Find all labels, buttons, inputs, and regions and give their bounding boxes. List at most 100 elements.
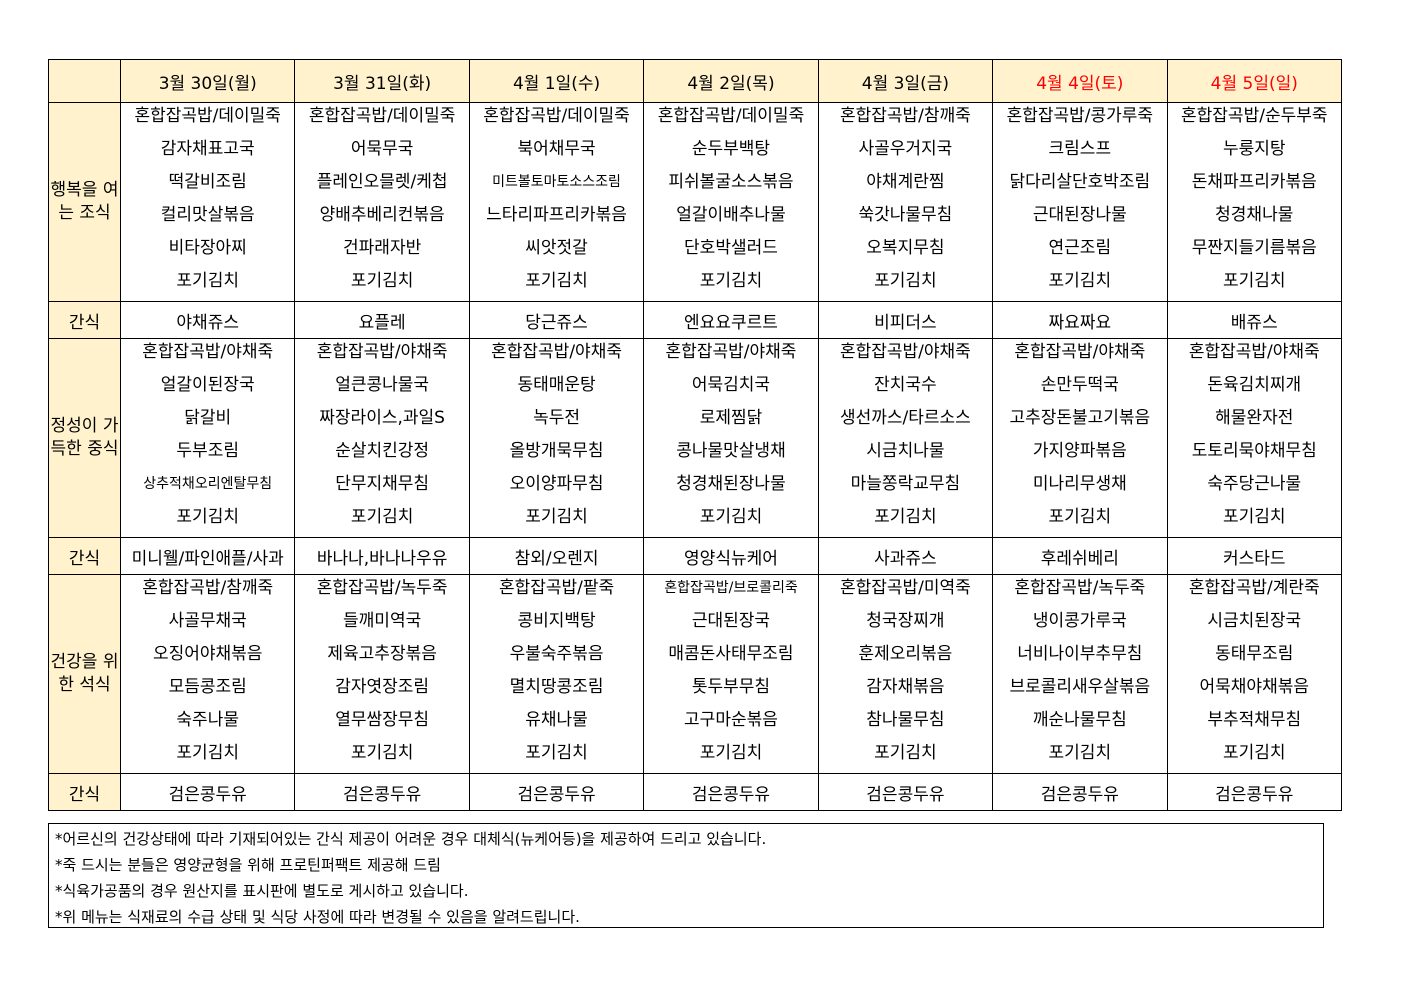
date-header-row: 3월 30일(월) 3월 31일(화) 4월 1일(수) 4월 2일(목) 4월 3일(… — [48, 59, 1343, 103]
menu-cell: 혼합잡곡밥/데이밀죽 북어채무국 미트볼토마토소스조림 느타리파프리카볶음 씨앗젓갈 포기… — [468, 102, 645, 302]
snack-cell: 검은콩두유 — [992, 773, 1168, 811]
menu-cell: 혼합잡곡밥/참깨죽 사골무채국 오징어야채볶음 모듬콩조림 숙주나물 포기김치 — [119, 574, 296, 774]
menu-item: 동태매운탕 — [517, 375, 596, 395]
menu-item: 매콤돈사태무조림 — [668, 644, 794, 664]
snack-row: 간식 야채쥬스 요플레 당근쥬스 엔요요쿠르트 비피더스 짜요짜요 배쥬스 — [48, 301, 1343, 339]
menu-item: 건파래자반 — [343, 238, 422, 258]
menu-item: 닭다리살단호박조림 — [1009, 172, 1151, 192]
menu-item: 포기김치 — [1222, 507, 1286, 527]
menu-item: 도토리묵야채무침 — [1191, 441, 1317, 461]
snack-cell: 요플레 — [294, 301, 470, 339]
snack-cell: 엔요요쿠르트 — [643, 301, 819, 339]
menu-cell: 혼합잡곡밥/야채죽 돈육김치찌개 해물완자전 도토리묵야채무침 숙주당근나물 포기김치 — [1166, 338, 1343, 538]
date-header: 3월 31일(화) — [294, 59, 470, 103]
menu-item: 혼합잡곡밥/야채죽 — [1014, 342, 1146, 362]
menu-item: 순살치킨강정 — [335, 441, 430, 461]
menu-item: 제육고추장볶음 — [327, 644, 437, 664]
snack-cell: 검은콩두유 — [294, 773, 470, 811]
snack-cell: 바나나,바나나우유 — [294, 537, 470, 575]
menu-item: 혼합잡곡밥/야채죽 — [665, 342, 797, 362]
meal-label: 행복을 여는 조식 — [48, 102, 121, 302]
date-header: 4월 1일(수) — [468, 59, 645, 103]
meal-row: 정성이 가득한 중식 혼합잡곡밥/야채죽 얼갈이된장국 닭갈비 두부조림 상추적채오리엔탈… — [48, 338, 1343, 538]
menu-item: 멸치땅콩조림 — [509, 677, 604, 697]
menu-item: 혼합잡곡밥/데이밀죽 — [483, 106, 630, 126]
menu-item: 단호박샐러드 — [684, 238, 778, 258]
menu-item: 혼합잡곡밥/참깨죽 — [839, 106, 971, 126]
menu-cell: 혼합잡곡밥/야채죽 손만두떡국 고추장돈불고기볶음 가지양파볶음 미나리무생채 포기김치 — [992, 338, 1168, 538]
menu-cell: 혼합잡곡밥/참깨죽 사골우거지국 야채계란찜 쑥갓나물무침 오복지무침 포기김치 — [817, 102, 994, 302]
menu-item: 훈제오리볶음 — [858, 644, 953, 664]
menu-item: 씨앗젓갈 — [525, 238, 588, 258]
menu-item: 로제찜닭 — [699, 408, 763, 428]
menu-item: 혼합잡곡밥/데이밀죽 — [308, 106, 456, 126]
menu-item: 단무지채무침 — [335, 474, 430, 494]
menu-item: 너비나이부추무침 — [1017, 644, 1143, 664]
menu-item: 고추장돈불고기볶음 — [1009, 408, 1151, 428]
menu-item: 잔치국수 — [874, 375, 937, 395]
corner-cell — [48, 59, 121, 103]
menu-cell: 혼합잡곡밥/야채죽 잔치국수 생선까스/타르소스 시금치나물 마늘쫑락교무침 포기김치 — [817, 338, 994, 538]
snack-cell: 짜요짜요 — [992, 301, 1168, 339]
menu-cell: 혼합잡곡밥/녹두죽 냉이콩가루국 너비나이부추무침 브로콜리새우살볶음 깨순나물무침 포기… — [992, 574, 1168, 774]
menu-item: 두부조림 — [176, 441, 239, 461]
menu-item: 혼합잡곡밥/순두부죽 — [1181, 106, 1328, 126]
menu-item: 혼합잡곡밥/야채죽 — [1188, 342, 1320, 362]
snack-label: 간식 — [48, 537, 121, 575]
menu-item: 포기김치 — [1222, 271, 1286, 291]
menu-item: 누룽지탕 — [1222, 139, 1286, 159]
menu-item: 포기김치 — [699, 271, 763, 291]
menu-cell: 혼합잡곡밥/야채죽 얼큰콩나물국 짜장라이스,과일S 순살치킨강정 단무지채무침 포기김치 — [294, 338, 470, 538]
note-line: *식육가공품의 경우 원산지를 표시판에 별도로 게시하고 있습니다. — [55, 882, 469, 900]
menu-item: 참나물무침 — [866, 710, 945, 730]
menu-item: 어묵김치국 — [691, 375, 771, 395]
snack-label: 간식 — [48, 301, 121, 339]
snack-cell: 참외/오렌지 — [468, 537, 645, 575]
menu-item: 어묵채야채볶음 — [1199, 677, 1309, 697]
snack-cell: 사과쥬스 — [817, 537, 994, 575]
menu-item: 포기김치 — [874, 743, 937, 763]
menu-item: 포기김치 — [350, 507, 414, 527]
menu-item: 브로콜리새우살볶음 — [1009, 677, 1151, 697]
menu-item: 감자엿장조림 — [335, 677, 430, 697]
menu-item: 감자채볶음 — [866, 677, 945, 697]
menu-item: 포기김치 — [699, 743, 763, 763]
date-header: 4월 2일(목) — [643, 59, 819, 103]
menu-item: 혼합잡곡밥/브로콜리죽 — [664, 580, 798, 596]
menu-item: 동태무조림 — [1215, 644, 1294, 664]
menu-item: 혼합잡곡밥/야채죽 — [839, 342, 971, 362]
menu-item: 감자채표고국 — [160, 139, 255, 159]
menu-item: 떡갈비조림 — [168, 172, 247, 192]
menu-item: 오복지무침 — [866, 238, 945, 258]
menu-item: 혼합잡곡밥/녹두죽 — [1014, 578, 1146, 598]
menu-cell: 혼합잡곡밥/미역죽 청국장찌개 훈제오리볶음 감자채볶음 참나물무침 포기김치 — [817, 574, 994, 774]
menu-item: 해물완자전 — [1215, 408, 1294, 428]
menu-item: 느타리파프리카볶음 — [486, 205, 627, 225]
snack-row: 간식 검은콩두유 검은콩두유 검은콩두유 검은콩두유 검은콩두유 검은콩두유 검은콩두유 — [48, 773, 1343, 811]
menu-item: 콩나물맛살냉채 — [676, 441, 786, 461]
menu-item: 고구마순볶음 — [684, 710, 778, 730]
menu-item: 혼합잡곡밥/참깨죽 — [142, 578, 274, 598]
snack-cell: 커스타드 — [1166, 537, 1343, 575]
menu-item: 혼합잡곡밥/팥죽 — [498, 578, 615, 598]
menu-item: 양배추베리컨볶음 — [319, 205, 445, 225]
menu-item: 얼갈이된장국 — [160, 375, 255, 395]
menu-item: 포기김치 — [1048, 271, 1112, 291]
menu-item: 시금치된장국 — [1207, 611, 1302, 631]
menu-item: 사골우거지국 — [858, 139, 953, 159]
menu-item: 열무쌈장무침 — [335, 710, 430, 730]
snack-cell: 검은콩두유 — [643, 773, 819, 811]
menu-item: 청경채된장나물 — [676, 474, 786, 494]
menu-item: 사골무채국 — [168, 611, 247, 631]
menu-item: 무짠지들기름볶음 — [1191, 238, 1317, 258]
menu-item: 콩비지백탕 — [517, 611, 596, 631]
menu-item: 포기김치 — [350, 271, 414, 291]
menu-item: 시금치나물 — [866, 441, 945, 461]
menu-item: 유채나물 — [525, 710, 588, 730]
meal-row: 건강을 위한 석식 혼합잡곡밥/참깨죽 사골무채국 오징어야채볶음 모듬콩조림 숙주나물 포… — [48, 574, 1343, 774]
date-header: 4월 4일(토) — [992, 59, 1168, 103]
snack-cell: 검은콩두유 — [1166, 773, 1343, 811]
menu-item: 우불숙주볶음 — [509, 644, 604, 664]
menu-item: 포기김치 — [874, 507, 937, 527]
menu-item: 포기김치 — [1048, 743, 1112, 763]
